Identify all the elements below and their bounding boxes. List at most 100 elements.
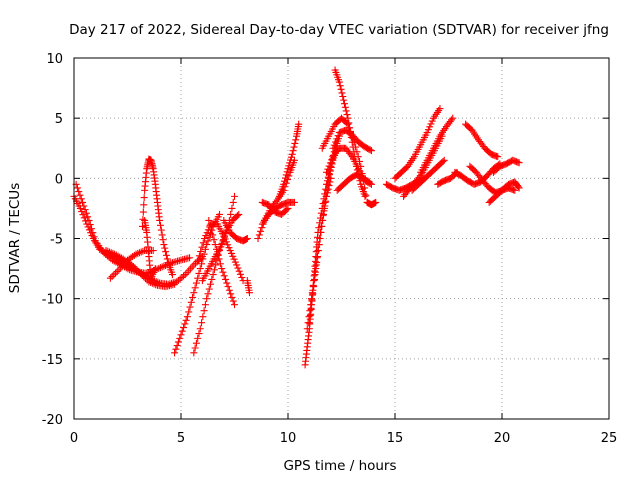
data-point — [339, 93, 347, 101]
data-point — [173, 342, 181, 350]
data-point — [231, 258, 239, 266]
data-point — [365, 178, 373, 186]
data-point — [291, 139, 299, 147]
data-point — [281, 174, 289, 182]
data-point — [190, 261, 198, 269]
data-point — [245, 289, 253, 297]
data-point — [171, 280, 179, 288]
data-point — [152, 281, 160, 289]
data-point — [440, 156, 448, 164]
data-point — [201, 301, 209, 309]
data-point — [257, 227, 265, 235]
data-point — [192, 279, 200, 287]
y-tick-label: 0 — [55, 172, 63, 187]
data-point — [85, 216, 93, 224]
data-point — [352, 143, 360, 151]
data-point — [209, 231, 217, 239]
data-point — [223, 279, 231, 287]
data-point — [185, 308, 193, 316]
data-point — [345, 124, 353, 132]
data-point — [210, 236, 218, 244]
data-point — [285, 162, 293, 170]
data-point — [326, 178, 334, 186]
series-track-37 — [489, 156, 523, 176]
data-point — [350, 138, 358, 146]
data-point — [196, 265, 204, 273]
data-point — [323, 192, 331, 200]
data-point — [106, 248, 114, 256]
data-point — [309, 290, 317, 298]
data-point — [160, 262, 168, 270]
data-point — [343, 119, 351, 127]
data-point — [172, 345, 180, 353]
data-point — [222, 238, 230, 246]
series-track-17 — [258, 198, 292, 218]
data-point — [176, 275, 184, 283]
data-point — [126, 260, 134, 268]
series-track-31 — [417, 114, 457, 176]
data-point — [342, 107, 350, 115]
data-point — [230, 255, 238, 263]
data-point — [106, 274, 114, 282]
data-point — [344, 114, 352, 122]
data-point — [229, 297, 237, 305]
data-point — [178, 327, 186, 335]
data-point — [303, 325, 311, 333]
data-point — [361, 192, 369, 200]
data-point — [161, 244, 169, 252]
series-track-10 — [194, 220, 247, 285]
data-point — [514, 183, 522, 191]
data-point — [73, 184, 81, 192]
data-point — [88, 225, 96, 233]
data-point — [187, 298, 195, 306]
data-point — [427, 120, 435, 128]
data-point — [234, 264, 242, 272]
series-track-11 — [205, 216, 238, 309]
data-point — [159, 236, 167, 244]
data-point — [340, 96, 348, 104]
data-point — [150, 280, 158, 288]
data-point — [215, 255, 223, 263]
data-point — [308, 297, 316, 305]
series-track-26 — [363, 198, 380, 209]
data-point — [315, 241, 323, 249]
data-point — [139, 208, 147, 216]
data-point — [228, 293, 236, 301]
data-point — [186, 254, 194, 262]
series-track-24 — [333, 171, 373, 194]
data-point — [310, 283, 318, 291]
data-point — [148, 279, 156, 287]
data-point — [107, 249, 115, 257]
data-point — [439, 157, 447, 165]
data-point — [311, 268, 319, 276]
data-point — [135, 268, 143, 276]
series-track-15 — [258, 198, 298, 228]
data-point — [426, 123, 434, 131]
data-point — [332, 138, 340, 146]
data-point — [75, 188, 83, 196]
data-point — [295, 120, 303, 128]
series-track-16 — [275, 120, 303, 200]
data-point — [220, 272, 228, 280]
data-point — [515, 159, 523, 167]
data-points — [70, 66, 523, 369]
data-point — [199, 255, 207, 263]
data-point — [156, 216, 164, 224]
data-point — [328, 156, 336, 164]
data-point — [323, 189, 331, 197]
data-point — [140, 194, 148, 202]
data-point — [326, 159, 334, 167]
data-point — [82, 209, 90, 217]
tick-labels: 0 5 10 15 20 25 -20 -15 -10 -5 0 5 10 — [42, 52, 618, 446]
series-track-28 — [391, 105, 444, 182]
data-point — [180, 272, 188, 280]
data-point — [113, 267, 121, 275]
data-point — [515, 184, 523, 192]
data-point — [329, 144, 337, 152]
data-point — [212, 261, 220, 269]
x-tick-label: 25 — [601, 431, 618, 446]
data-point — [318, 216, 326, 224]
data-point — [191, 344, 199, 352]
data-point — [80, 214, 88, 222]
